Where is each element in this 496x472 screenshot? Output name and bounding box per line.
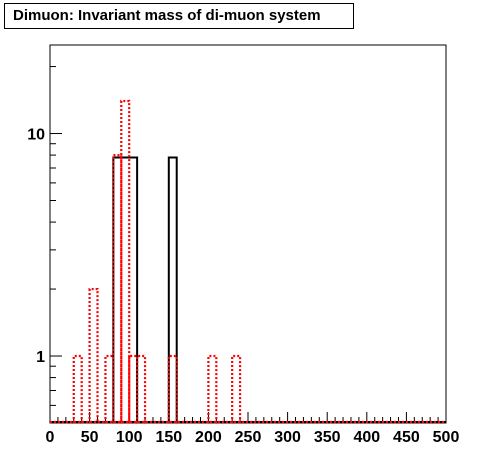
series-layer [50,99,446,424]
histogram-bin [129,356,137,423]
histogram-bin [121,101,129,423]
histogram-bin [113,155,121,423]
histogram-bin [74,356,82,423]
plot-frame [49,44,447,424]
histogram-bin [90,289,98,423]
x-tick-label: 0 [46,429,55,446]
x-tick-label: 400 [353,429,380,446]
y-tick-label: 10 [27,127,45,144]
dotted-series-line [50,99,446,424]
solid-series-line [50,156,446,423]
histogram-bin [169,158,177,423]
y-tick-label: 1 [36,349,45,366]
histogram-bin [113,158,137,423]
x-tick-label: 350 [314,429,341,446]
x-axis: 0 50 100 150 200 250 300 350 400 450 500 [46,412,460,446]
histogram-bin [208,356,216,423]
x-tick-label: 300 [274,429,301,446]
chart-title: Dimuon: Invariant mass of di-muon system [4,3,354,29]
x-tick-label: 150 [155,429,182,446]
x-tick-label: 250 [235,429,262,446]
histogram-bin [105,356,113,423]
x-tick-label: 200 [195,429,222,446]
x-tick-label: 50 [81,429,99,446]
x-tick-label: 100 [116,429,143,446]
histogram-bin [169,356,177,423]
histogram-bin [232,356,240,423]
y-axis: 1 10 [27,66,62,424]
x-tick-label: 450 [393,429,420,446]
x-tick-label: 500 [433,429,460,446]
histogram-bin [137,356,145,423]
